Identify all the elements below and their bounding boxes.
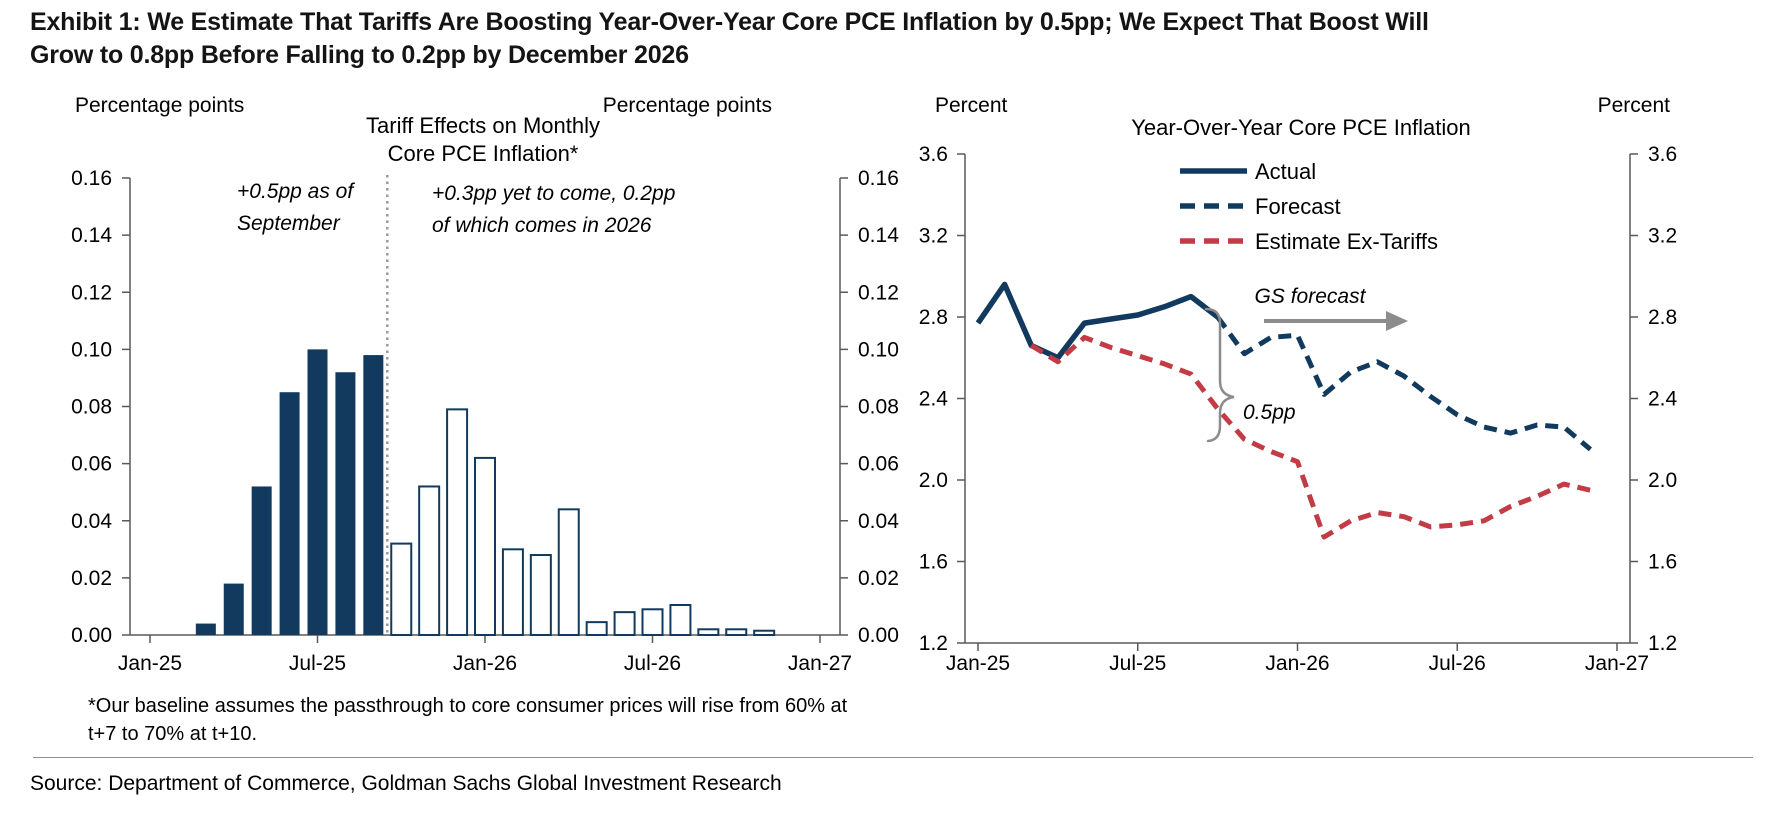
gap-brace — [1204, 307, 1235, 443]
y-tick-label: 1.6 — [919, 551, 948, 574]
y-tick-label: 1.2 — [1648, 632, 1677, 655]
right-chart: 1.2 1.2 1.6 1.6 2.0 2.0 2.4 2.4 2.8 2.8 3.2 3.2 3.6 3… — [919, 94, 1678, 675]
y-tick-label: 0.16 — [71, 167, 112, 190]
y-tick-label: 3.2 — [919, 225, 948, 248]
y-tick-label: 0.06 — [858, 453, 899, 476]
y-tick-label: 3.6 — [919, 143, 948, 166]
exhibit-title: Exhibit 1: We Estimate That Tariffs Are … — [30, 6, 1429, 72]
bar-Jan-26 — [474, 456, 497, 636]
annotation-post-line2: of which comes in 2026 — [432, 214, 652, 237]
left-chart-ylabel-left: Percentage points — [75, 94, 244, 117]
y-tick-label: 0.16 — [858, 167, 899, 190]
left-chart-title-line2: Core PCE Inflation* — [388, 141, 579, 166]
y-tick-label: 2.4 — [919, 388, 949, 411]
y-tick-label: 0.00 — [858, 624, 899, 647]
chart-footnote: *Our baseline assumes the passthrough to… — [88, 692, 847, 748]
series-actual-line — [975, 281, 1220, 361]
exhibit-title-line2: Grow to 0.8pp Before Falling to 0.2pp by… — [30, 41, 689, 69]
y-tick-label: 0.02 — [71, 567, 112, 590]
right-chart-ylabel-left: Percent — [935, 94, 1008, 117]
annotation-post-line1: +0.3pp yet to come, 0.2pp — [432, 182, 675, 205]
x-tick-label: Jan-26 — [453, 652, 517, 675]
x-tick-label: Jul-25 — [1109, 652, 1166, 675]
bar-May-25 — [251, 486, 272, 635]
bar-Jun-25 — [279, 392, 300, 635]
y-tick-label: 1.6 — [1648, 551, 1677, 574]
bar-Apr-26 — [557, 508, 580, 637]
bar-May-26 — [585, 621, 608, 636]
left-chart-ylabel-right: Percentage points — [603, 94, 772, 117]
y-tick-label: 0.08 — [858, 396, 899, 419]
x-tick-label: Jan-26 — [1265, 652, 1329, 675]
footnote-line2: t+7 to 70% at t+10. — [88, 723, 258, 745]
x-tick-label: Jan-25 — [946, 652, 1010, 675]
right-chart-ylabel-right: Percent — [1598, 94, 1671, 117]
x-tick-label: Jul-26 — [1429, 652, 1486, 675]
y-tick-label: 0.14 — [858, 224, 899, 247]
annotation-pre-line1: +0.5pp as of — [237, 180, 355, 203]
bar-Dec-25 — [446, 408, 469, 637]
bar-Aug-26 — [669, 604, 692, 637]
gs-forecast-arrow-head — [1386, 311, 1408, 331]
left-chart: 0.00 0.00 0.02 0.02 0.04 0.04 0.06 0.06 0.08 0.08… — [71, 94, 899, 675]
y-tick-label: 0.10 — [71, 338, 112, 361]
y-tick-label: 0.00 — [71, 624, 112, 647]
bar-Oct-26 — [725, 628, 748, 636]
series-forecast-line — [1215, 315, 1593, 452]
y-tick-label: 0.12 — [858, 281, 899, 304]
x-tick-label: Jan-27 — [788, 652, 852, 675]
bar-Jun-26 — [613, 611, 636, 637]
source-text: Source: Department of Commerce, Goldman … — [30, 772, 782, 795]
x-tick-label: Jan-25 — [118, 652, 182, 675]
bar-Feb-26 — [501, 548, 524, 636]
legend-item-forecast: Forecast — [1180, 194, 1341, 219]
bar-Jul-25 — [307, 349, 328, 635]
y-tick-label: 3.2 — [1648, 225, 1677, 248]
legend-label-actual: Actual — [1255, 159, 1316, 184]
x-tick-label: Jul-25 — [289, 652, 346, 675]
bar-Nov-26 — [753, 629, 776, 637]
gs-forecast-label: GS forecast — [1255, 285, 1367, 308]
y-tick-label: 2.8 — [1648, 306, 1677, 329]
bar-Apr-25 — [223, 583, 244, 635]
legend-label-forecast: Forecast — [1255, 194, 1341, 219]
footnote-line1: *Our baseline assumes the passthrough to… — [88, 695, 848, 717]
y-tick-label: 0.12 — [71, 281, 112, 304]
series-estimate-ex-tariffs-line — [1029, 334, 1591, 540]
x-tick-label: Jan-27 — [1585, 652, 1649, 675]
left-chart-title-line1: Tariff Effects on Monthly — [366, 113, 600, 138]
y-tick-label: 0.10 — [858, 338, 899, 361]
y-tick-label: 0.06 — [71, 453, 112, 476]
exhibit-title-line1: Exhibit 1: We Estimate That Tariffs Are … — [30, 8, 1429, 36]
bar-Jul-26 — [641, 608, 664, 637]
bar-Sep-26 — [697, 628, 720, 636]
y-tick-label: 0.14 — [71, 224, 112, 247]
annotation-pre-line2: September — [237, 212, 341, 235]
y-tick-label: 2.4 — [1648, 388, 1678, 411]
bar-Aug-25 — [335, 372, 356, 635]
y-tick-label: 3.6 — [1648, 143, 1677, 166]
legend-item-estimate-ex-tariffs: Estimate Ex-Tariffs — [1180, 229, 1438, 254]
y-tick-label: 0.04 — [71, 510, 112, 533]
bar-Mar-26 — [529, 554, 552, 637]
bar-Mar-25 — [195, 623, 216, 635]
y-tick-label: 1.2 — [919, 632, 948, 655]
legend-label-estimate-ex-tariffs: Estimate Ex-Tariffs — [1255, 229, 1438, 254]
y-tick-label: 0.08 — [71, 396, 112, 419]
legend-item-actual: Actual — [1180, 159, 1316, 184]
bar-Sep-25 — [363, 355, 384, 635]
y-tick-label: 2.0 — [919, 469, 948, 492]
y-tick-label: 0.02 — [858, 567, 899, 590]
bar-Oct-25 — [390, 542, 413, 636]
bar-Nov-25 — [418, 485, 441, 636]
gap-label: 0.5pp — [1243, 401, 1296, 424]
y-tick-label: 2.8 — [919, 306, 948, 329]
x-tick-label: Jul-26 — [624, 652, 681, 675]
y-tick-label: 0.04 — [858, 510, 899, 533]
source-divider — [33, 757, 1753, 758]
y-tick-label: 2.0 — [1648, 469, 1677, 492]
right-chart-title: Year-Over-Year Core PCE Inflation — [1131, 115, 1471, 140]
